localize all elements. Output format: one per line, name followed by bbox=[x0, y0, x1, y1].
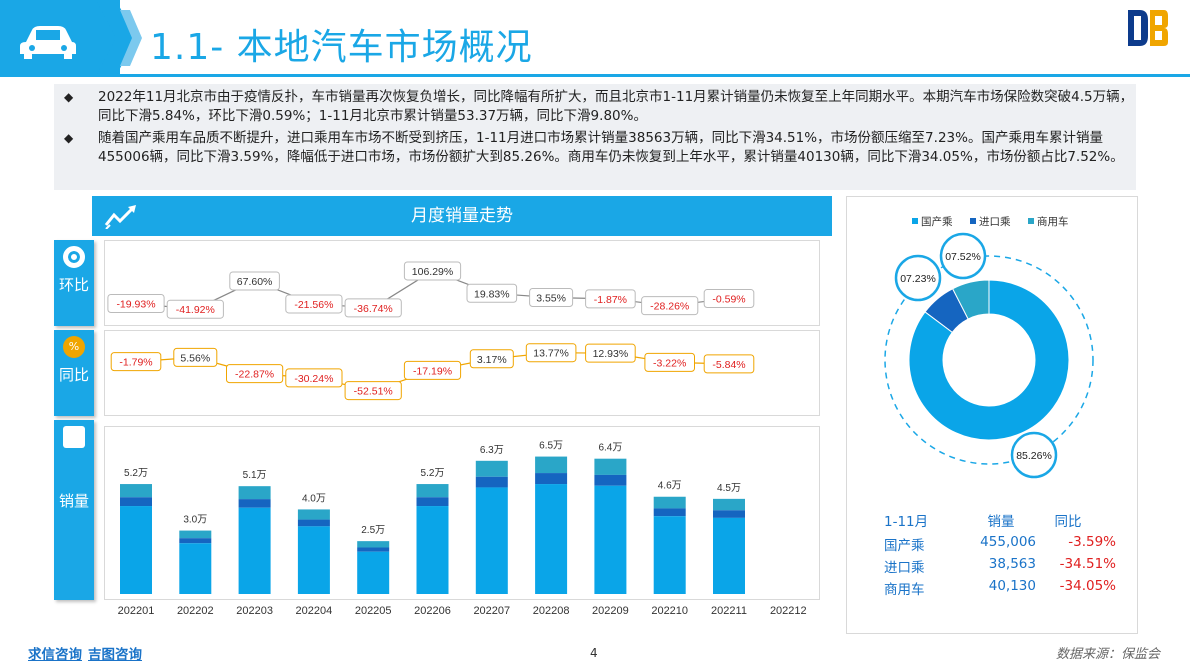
table-header: 1-11月 销量 同比 bbox=[884, 514, 1082, 530]
page-number: 4 bbox=[590, 646, 598, 660]
x-tick-label: 202203 bbox=[236, 605, 273, 617]
section-title: 月度销量走势 bbox=[92, 196, 832, 236]
x-tick-label: 202202 bbox=[177, 605, 214, 617]
table-row: 国产乘 455,006 -3.59% bbox=[884, 534, 1116, 554]
bullet-diamond-icon: ◆ bbox=[64, 90, 74, 104]
summary-box: ◆ 2022年11月北京市由于疫情反扑，车市销量再次恢复负增长，同比降幅有所扩大… bbox=[54, 84, 1136, 190]
page-title: 1.1- 本地汽车市场概况 bbox=[150, 27, 533, 68]
table-row: 商用车 40,130 -34.05% bbox=[884, 578, 1116, 598]
x-tick-label: 202211 bbox=[711, 605, 747, 617]
row-label-sales: 销量 bbox=[54, 420, 94, 600]
yoy-panel bbox=[104, 330, 820, 416]
x-tick-label: 202201 bbox=[118, 605, 155, 617]
car-icon bbox=[20, 26, 76, 59]
data-source: 数据来源：保监会 bbox=[1056, 647, 1161, 662]
header-rule bbox=[0, 74, 1190, 77]
header-chevron bbox=[96, 0, 142, 76]
x-tick-label: 202210 bbox=[651, 605, 688, 617]
footer-link-1[interactable]: 求信咨询 bbox=[28, 647, 82, 663]
x-tick-label: 202205 bbox=[355, 605, 392, 617]
percent-icon: % bbox=[63, 336, 85, 358]
x-tick-label: 202209 bbox=[592, 605, 629, 617]
x-tick-label: 202212 bbox=[770, 605, 807, 617]
footer-link-2[interactable]: 吉图咨询 bbox=[88, 647, 142, 663]
brand-logo-icon bbox=[1128, 10, 1168, 46]
trend-icon bbox=[104, 205, 136, 229]
row-label-yoy: % 同比 bbox=[54, 330, 94, 416]
x-tick-label: 202204 bbox=[296, 605, 333, 617]
sales-panel bbox=[104, 426, 820, 600]
row-label-mom: 环比 bbox=[54, 240, 94, 326]
table-row: 进口乘 38,563 -34.51% bbox=[884, 556, 1116, 576]
x-tick-label: 202208 bbox=[533, 605, 570, 617]
x-tick-label: 202207 bbox=[473, 605, 510, 617]
x-tick-label: 202206 bbox=[414, 605, 451, 617]
bullet-diamond-icon: ◆ bbox=[64, 131, 74, 145]
bar-chart-icon bbox=[63, 426, 85, 448]
target-icon bbox=[63, 246, 85, 268]
mom-panel bbox=[104, 240, 820, 326]
